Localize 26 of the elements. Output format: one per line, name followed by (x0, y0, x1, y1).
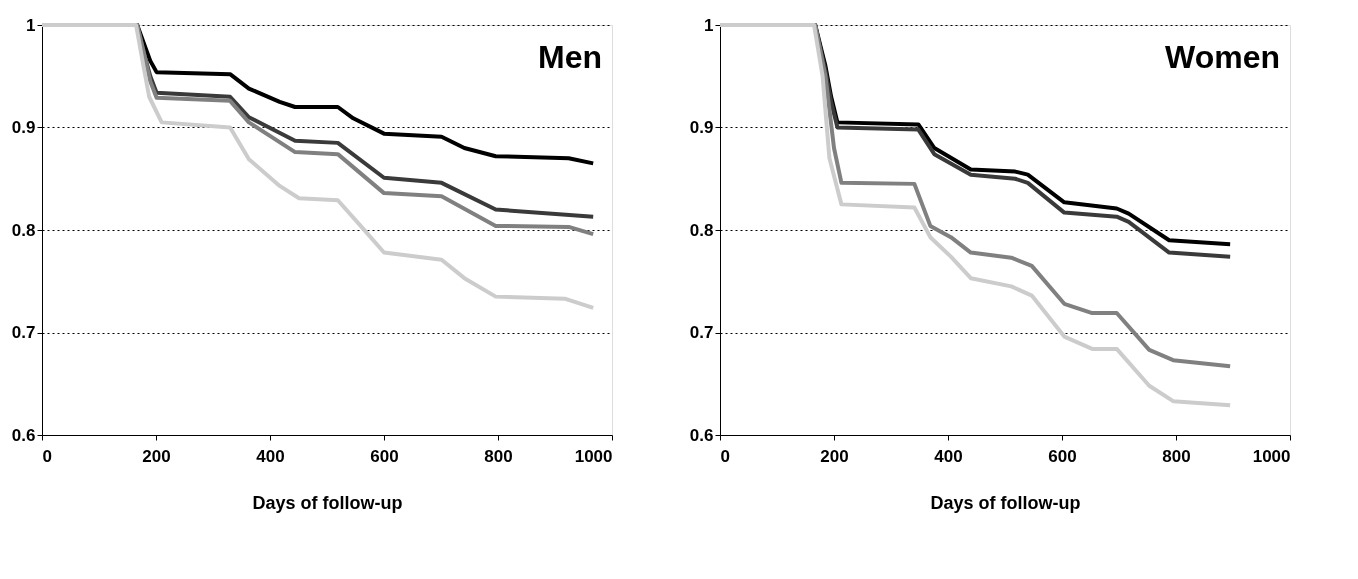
x-tick-label: 800 (1162, 446, 1191, 466)
x-axis-title: Days of follow-up (930, 492, 1081, 513)
x-tick-label: 1000 (1252, 446, 1291, 466)
x-tick-label: 0 (720, 446, 730, 466)
y-tick-label: 0.8 (689, 220, 714, 240)
x-tick-label: 400 (934, 446, 963, 466)
x-tick-label: 1000 (574, 446, 613, 466)
annotation: Men (538, 39, 602, 75)
x-tick-label: 200 (820, 446, 849, 466)
y-tick-label: 0.7 (11, 323, 36, 342)
x-tick-label: 0 (42, 446, 52, 466)
y-tick-label: 1 (704, 15, 714, 35)
x-tick-label: 800 (484, 446, 513, 466)
x-tick-label: 400 (256, 446, 285, 466)
y-tick-label: 0.9 (689, 118, 714, 137)
x-tick-label: 200 (142, 446, 171, 466)
annotation: Women (1165, 39, 1280, 75)
y-tick-label: 0.9 (11, 118, 36, 137)
y-tick-label: 0.8 (11, 220, 36, 240)
x-tick-label: 600 (370, 446, 399, 466)
y-tick-label: 0.6 (689, 425, 714, 445)
y-tick-label: 1 (26, 15, 36, 35)
y-tick-label: 0.6 (11, 425, 36, 445)
x-axis-title: Days of follow-up (252, 492, 403, 513)
y-tick-label: 0.7 (689, 323, 714, 342)
x-tick-label: 600 (1048, 446, 1077, 466)
